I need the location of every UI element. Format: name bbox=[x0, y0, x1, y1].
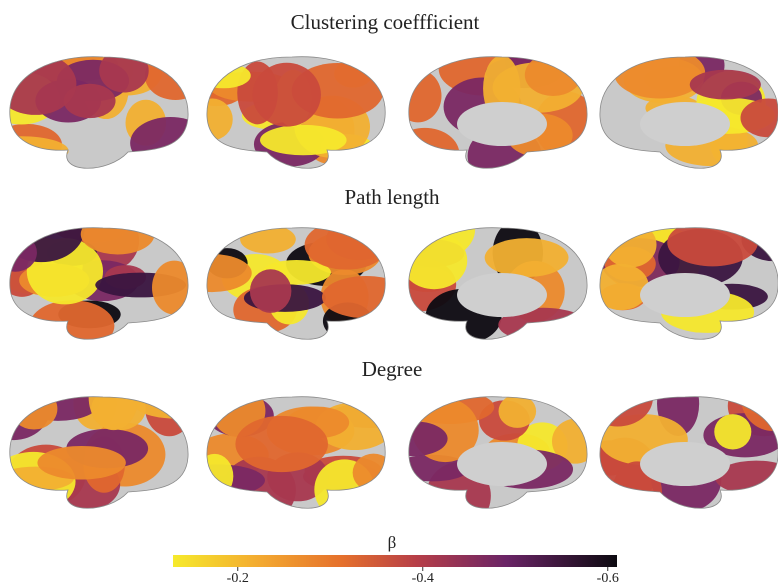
colorbar-tick-label: -0.4 bbox=[412, 571, 434, 586]
colorbar-tick-label: -0.6 bbox=[597, 571, 619, 586]
brain-region bbox=[260, 125, 347, 155]
brain-region bbox=[250, 269, 291, 313]
medial-wall bbox=[640, 442, 730, 486]
brain-region bbox=[11, 388, 58, 430]
brain-region bbox=[99, 49, 148, 93]
brain-region bbox=[614, 47, 705, 98]
medial-wall bbox=[457, 442, 547, 486]
brain-region bbox=[130, 117, 211, 169]
figure: Clustering coeffficient Path length Degr… bbox=[0, 0, 778, 586]
brain-region bbox=[394, 69, 441, 122]
medial-wall bbox=[457, 102, 547, 146]
colorbar-tick-label: -0.2 bbox=[227, 571, 249, 586]
brain-region bbox=[81, 214, 155, 254]
brain-view bbox=[187, 57, 385, 169]
panel-title: Degree bbox=[362, 357, 423, 381]
brain-view bbox=[593, 218, 778, 339]
panel-title: Clustering coeffficient bbox=[291, 10, 480, 34]
brain-view bbox=[0, 47, 211, 169]
brain-region bbox=[485, 238, 569, 277]
brain-view bbox=[0, 194, 197, 351]
brain-view bbox=[0, 365, 221, 512]
brain-region bbox=[390, 211, 437, 248]
colorbar-label: β bbox=[388, 533, 397, 552]
brain-region bbox=[152, 261, 197, 315]
brain-region bbox=[145, 52, 206, 100]
brain-view bbox=[378, 198, 588, 344]
brain-region bbox=[390, 128, 459, 181]
medial-wall bbox=[457, 273, 547, 317]
brain-region bbox=[379, 421, 448, 456]
medial-wall bbox=[640, 102, 730, 146]
brain-region bbox=[136, 392, 222, 419]
brain-region bbox=[30, 300, 115, 351]
medial-wall bbox=[640, 273, 730, 317]
brain-region bbox=[353, 454, 395, 492]
brain-region bbox=[690, 70, 761, 100]
colorbar-ticks: -0.2 -0.4 -0.6 bbox=[227, 567, 619, 586]
brain-region bbox=[582, 369, 653, 427]
colorbar bbox=[173, 555, 617, 567]
brain-region bbox=[197, 63, 251, 88]
brain-region bbox=[0, 194, 85, 262]
brain-region bbox=[37, 446, 125, 480]
brain-maps bbox=[0, 40, 778, 529]
panel-title: Path length bbox=[344, 185, 440, 209]
brain-view bbox=[582, 366, 778, 525]
brain-region bbox=[604, 222, 657, 267]
brain-region bbox=[667, 219, 758, 266]
brain-view bbox=[390, 40, 598, 186]
brain-view bbox=[600, 43, 778, 168]
brain-region bbox=[401, 232, 467, 289]
brain-region bbox=[322, 276, 410, 318]
brain-region bbox=[305, 220, 389, 269]
brain-view bbox=[172, 217, 410, 339]
brain-region bbox=[714, 414, 751, 449]
brain-region bbox=[253, 63, 321, 127]
brain-region bbox=[235, 416, 328, 472]
